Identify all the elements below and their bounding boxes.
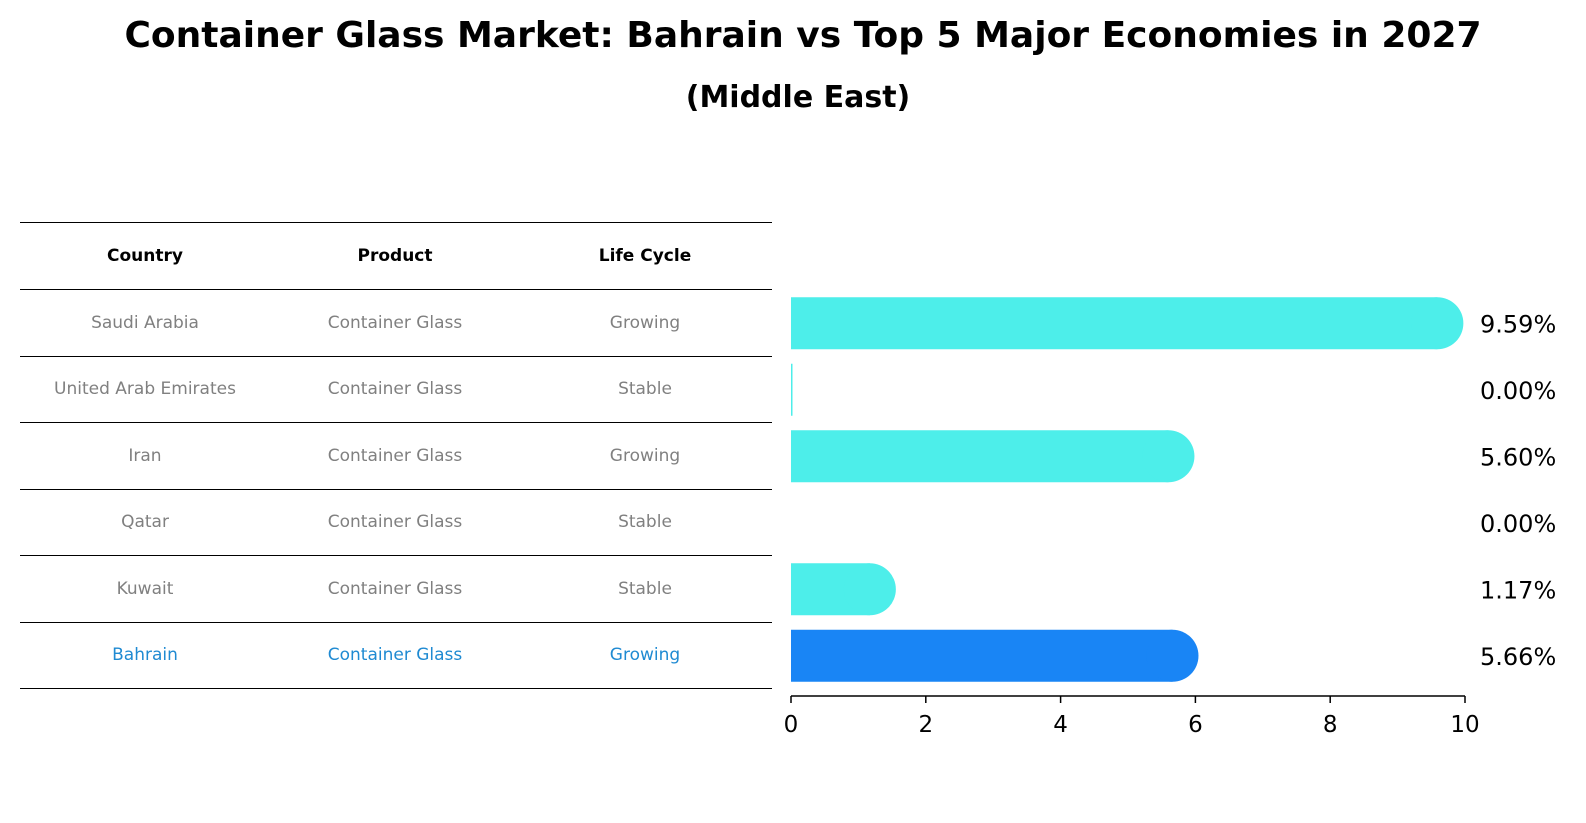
table-header-row: Country Product Life Cycle bbox=[20, 223, 772, 290]
product-cell: Container Glass bbox=[327, 578, 463, 599]
bar-saudi-arabia bbox=[791, 297, 1438, 350]
product-cell: Container Glass bbox=[327, 312, 463, 333]
bar-iran bbox=[791, 430, 1169, 483]
x-tick-label: 2 bbox=[918, 712, 933, 738]
value-label: 5.60% bbox=[1480, 443, 1556, 471]
product-cell: Container Glass bbox=[327, 379, 463, 400]
life-cycle-cell: Growing bbox=[609, 645, 681, 666]
life-cycle-cell: Growing bbox=[609, 445, 681, 466]
value-label: 0.00% bbox=[1480, 510, 1556, 538]
x-tick-label: 10 bbox=[1450, 712, 1479, 738]
country-cell: Saudi Arabia bbox=[91, 312, 199, 333]
bar-cap bbox=[1411, 297, 1464, 350]
life-cycle-cell: Stable bbox=[618, 379, 672, 400]
country-cell: Iran bbox=[128, 445, 162, 466]
x-tick-label: 0 bbox=[784, 712, 799, 738]
header-country: Country bbox=[107, 246, 183, 266]
x-tick-label: 8 bbox=[1323, 712, 1338, 738]
chart-subtitle: (Middle East) bbox=[685, 80, 911, 115]
value-label: 0.00% bbox=[1480, 377, 1556, 405]
value-label: 5.66% bbox=[1480, 643, 1556, 671]
x-tick-label: 4 bbox=[1053, 712, 1068, 738]
country-cell: Qatar bbox=[121, 512, 169, 533]
country-cell: Bahrain bbox=[112, 645, 178, 666]
life-cycle-cell: Stable bbox=[618, 578, 672, 599]
header-life-cycle: Life Cycle bbox=[598, 246, 692, 266]
life-cycle-cell: Stable bbox=[618, 512, 672, 533]
table-row-highlight: Bahrain Container Glass Growing bbox=[20, 623, 772, 689]
bar-cap bbox=[1146, 629, 1199, 682]
country-table: Country Product Life Cycle Saudi Arabia … bbox=[20, 222, 772, 689]
chart-title: Container Glass Market: Bahrain vs Top 5… bbox=[124, 15, 1482, 56]
value-label: 1.17% bbox=[1480, 576, 1556, 604]
country-cell: United Arab Emirates bbox=[54, 379, 236, 400]
bar-cap bbox=[1142, 430, 1195, 483]
bar-cap bbox=[843, 563, 896, 616]
value-label: 9.59% bbox=[1480, 310, 1556, 338]
bar-zero-marker bbox=[791, 363, 793, 416]
bar-bahrain bbox=[791, 629, 1173, 682]
table-row: Saudi Arabia Container Glass Growing bbox=[20, 290, 772, 357]
product-cell: Container Glass bbox=[327, 645, 463, 666]
life-cycle-cell: Growing bbox=[609, 312, 681, 333]
x-tick-label: 6 bbox=[1188, 712, 1203, 738]
table-row: Qatar Container Glass Stable bbox=[20, 490, 772, 556]
table-row: Kuwait Container Glass Stable bbox=[20, 556, 772, 623]
product-cell: Container Glass bbox=[327, 445, 463, 466]
country-cell: Kuwait bbox=[116, 578, 174, 599]
table-row: Iran Container Glass Growing bbox=[20, 423, 772, 490]
product-cell: Container Glass bbox=[327, 512, 463, 533]
header-product: Product bbox=[357, 246, 433, 266]
table-row: United Arab Emirates Container Glass Sta… bbox=[20, 357, 772, 423]
